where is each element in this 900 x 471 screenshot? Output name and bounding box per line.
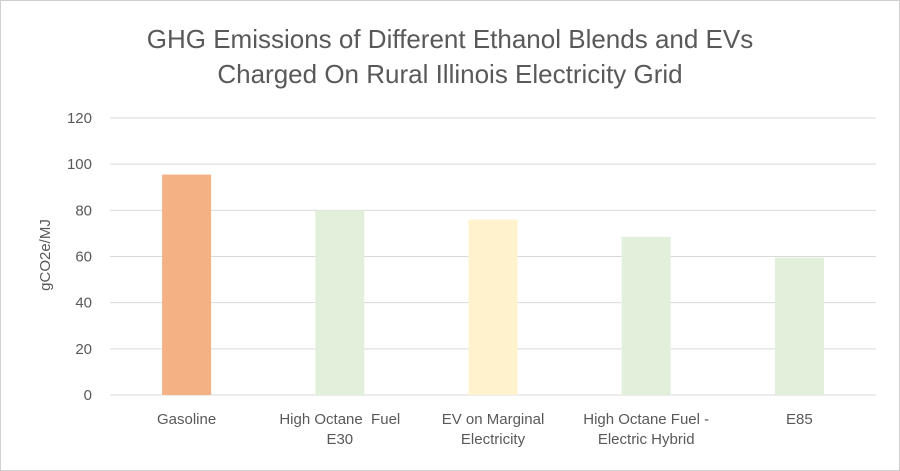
bars xyxy=(162,174,824,395)
y-tick-label: 100 xyxy=(67,156,92,173)
y-tick-label: 20 xyxy=(75,341,92,358)
y-tick-label: 40 xyxy=(75,295,92,312)
chart-title-line-2: Charged On Rural Illinois Electricity Gr… xyxy=(217,59,683,89)
bar xyxy=(468,219,518,395)
x-category-label: E85 xyxy=(786,411,813,428)
y-tick-label: 0 xyxy=(84,387,92,404)
bar xyxy=(315,210,365,395)
y-tick-label: 80 xyxy=(75,202,92,219)
x-axis-categories: Gasoline High Octane Fuel E30 EV on Margina… xyxy=(157,411,813,448)
y-axis-ticks: 0 20 40 60 80 100 120 xyxy=(67,110,92,404)
x-category-label: Gasoline xyxy=(157,411,216,428)
y-axis-label: gCO2e/MJ xyxy=(37,219,54,291)
chart-title-line-1: GHG Emissions of Different Ethanol Blend… xyxy=(146,24,754,54)
y-tick-label: 60 xyxy=(75,249,92,266)
bar xyxy=(774,257,824,395)
x-category-label: High Octane Fuel xyxy=(279,411,400,428)
y-tick-label: 120 xyxy=(67,110,92,127)
chart-title: GHG Emissions of Different Ethanol Blend… xyxy=(0,22,900,92)
bar xyxy=(162,174,212,395)
bar xyxy=(621,236,671,395)
x-category-label: E30 xyxy=(326,431,353,448)
x-category-label: High Octane Fuel - xyxy=(583,411,709,428)
x-category-label: Electric Hybrid xyxy=(598,431,695,448)
x-category-label: Electricity xyxy=(461,431,526,448)
x-category-label: EV on Marginal xyxy=(442,411,545,428)
